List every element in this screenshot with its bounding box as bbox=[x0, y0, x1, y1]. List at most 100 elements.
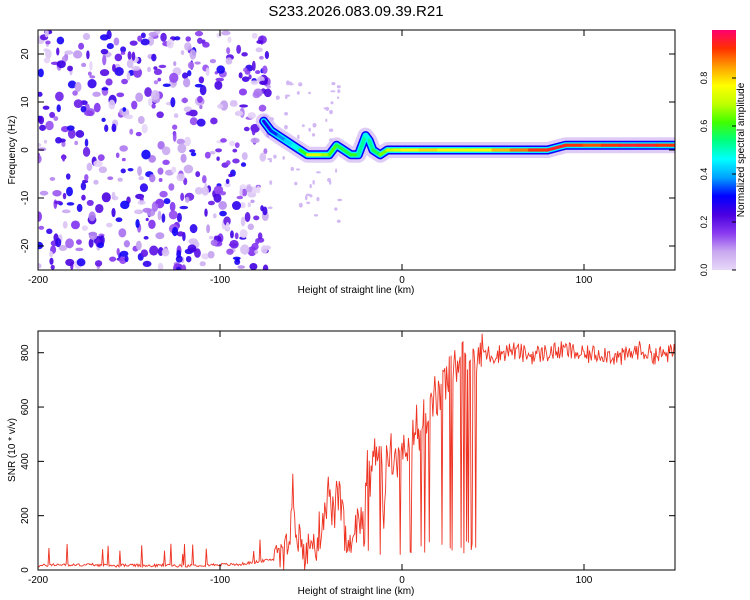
heatmap-noise-cell bbox=[38, 241, 44, 250]
heatmap-noise-cell bbox=[86, 50, 90, 60]
heatmap-noise-cell bbox=[151, 103, 156, 109]
heatmap-noise-cell bbox=[58, 245, 68, 251]
heatmap-noise-cell bbox=[72, 90, 78, 96]
heatmap-noise-cell bbox=[75, 247, 84, 252]
snr-line bbox=[38, 333, 675, 570]
heatmap-noise-cell bbox=[65, 173, 71, 180]
heatmap-noise-cell bbox=[168, 210, 178, 220]
heatmap-noise-cell bbox=[255, 238, 260, 245]
heatmap-noise-cell bbox=[266, 84, 271, 89]
heatmap-noise-cell bbox=[195, 171, 201, 178]
heatmap-noise-cell bbox=[183, 106, 192, 113]
heatmap-noise-cell bbox=[189, 223, 198, 234]
heatmap-noise-cell bbox=[225, 160, 231, 166]
heatmap-noise-cell bbox=[335, 168, 338, 173]
heatmap-noise-cell bbox=[45, 40, 51, 45]
heatmap-noise-cell bbox=[239, 104, 249, 108]
heatmap-noise-cell bbox=[147, 66, 151, 73]
heatmap-noise-cell bbox=[66, 202, 75, 206]
heatmap-noise-cell bbox=[255, 47, 263, 53]
heatmap-noise-cell bbox=[304, 195, 308, 201]
heatmap-noise-cell bbox=[172, 124, 178, 130]
snr-series bbox=[38, 333, 675, 570]
heatmap-noise-cell bbox=[263, 88, 272, 98]
heatmap-noise-cell bbox=[237, 265, 246, 269]
heatmap-noise-cell bbox=[38, 147, 47, 152]
heatmap-noise-cell bbox=[144, 87, 152, 98]
heatmap-noise-cell bbox=[184, 196, 190, 203]
heatmap-noise-cell bbox=[109, 256, 117, 262]
heatmap-noise-cell bbox=[106, 43, 114, 50]
heatmap-noise-cell bbox=[131, 51, 136, 61]
heatmap-noise-cell bbox=[120, 168, 126, 174]
heatmap-noise-cell bbox=[238, 72, 243, 79]
heatmap-noise-cell bbox=[184, 136, 191, 147]
heatmap-noise-cell bbox=[171, 226, 179, 237]
heatmap-noise-cell bbox=[240, 244, 250, 255]
heatmap-noise-cell bbox=[87, 79, 97, 89]
heatmap-noise-cell bbox=[131, 65, 141, 71]
heatmap-noise-cell bbox=[173, 61, 177, 67]
heatmap-noise-cell bbox=[111, 191, 116, 200]
heatmap-noise-cell bbox=[169, 72, 179, 83]
heatmap-noise-cell bbox=[180, 50, 185, 56]
colorbar-gradient bbox=[712, 30, 736, 270]
heatmap-noise-cell bbox=[311, 133, 316, 137]
heatmap-noise-cell bbox=[145, 217, 149, 222]
heatmap-noise-cell bbox=[205, 67, 210, 77]
heatmap-noise-cell bbox=[331, 81, 336, 86]
heatmap-noise-cell bbox=[187, 70, 192, 77]
heatmap-noise-cell bbox=[88, 238, 94, 248]
heatmap-noise-cell bbox=[76, 258, 86, 267]
heatmap-noise-cell bbox=[163, 198, 171, 205]
heatmap-noise-cell bbox=[113, 37, 120, 46]
heatmap-noise-cell bbox=[308, 91, 311, 95]
heatmap-noise-cell bbox=[336, 219, 341, 223]
heatmap-noise-cell bbox=[106, 222, 113, 228]
heatmap-noise-cell bbox=[86, 162, 93, 172]
heatmap-noise-cell bbox=[61, 154, 66, 162]
heatmap-noise-cell bbox=[151, 53, 157, 62]
spectrogram-xlabel: Height of straight line (km) bbox=[298, 285, 415, 296]
snr-xtick-label: -200 bbox=[28, 575, 48, 586]
heatmap-noise-cell bbox=[125, 114, 134, 120]
heatmap-noise-cell bbox=[56, 36, 65, 45]
heatmap-noise-cell bbox=[201, 175, 207, 184]
heatmap-noise-cell bbox=[159, 190, 168, 198]
colorbar-label: Normalized spectral amplitude bbox=[736, 82, 747, 217]
heatmap-noise-cell bbox=[316, 197, 320, 202]
heatmap-noise-cell bbox=[54, 200, 63, 205]
heatmap-noise-cell bbox=[264, 51, 270, 60]
heatmap-noise-cell bbox=[148, 219, 156, 230]
heatmap-noise-cell bbox=[194, 83, 203, 88]
colorbar-tick-label: 0.0 bbox=[699, 264, 709, 277]
spectrogram-ytick-label: 10 bbox=[20, 96, 31, 108]
heatmap-noise-cell bbox=[297, 134, 300, 139]
heatmap-noise-cell bbox=[337, 89, 341, 94]
heatmap-noise-cell bbox=[194, 30, 204, 37]
heatmap-noise-cell bbox=[38, 91, 43, 97]
heatmap-noise-cell bbox=[56, 47, 60, 56]
heatmap-noise-cell bbox=[296, 91, 300, 95]
heatmap-noise-cell bbox=[176, 231, 185, 237]
heatmap-noise-cell bbox=[140, 38, 150, 46]
heatmap-noise-cell bbox=[250, 137, 260, 144]
heatmap-noise-cell bbox=[101, 192, 111, 203]
heatmap-noise-cell bbox=[231, 200, 242, 211]
heatmap-noise-cell bbox=[215, 148, 222, 153]
heatmap-noise-cell bbox=[312, 180, 315, 185]
heatmap-noise-cell bbox=[135, 219, 140, 229]
heatmap-noise-cell bbox=[66, 186, 73, 197]
heatmap-noise-cell bbox=[114, 66, 124, 77]
heatmap-noise-cell bbox=[122, 107, 127, 112]
heatmap-noise-cell bbox=[38, 225, 45, 230]
heatmap-noise-cell bbox=[258, 104, 267, 112]
heatmap-noise-cell bbox=[247, 246, 257, 257]
heatmap-noise-cell bbox=[149, 245, 159, 256]
heatmap-noise-cell bbox=[45, 120, 54, 131]
heatmap-noise-cell bbox=[232, 158, 240, 164]
heatmap-noise-cell bbox=[153, 80, 159, 85]
colorbar-tick-label: 0.2 bbox=[699, 216, 709, 229]
heatmap-noise-cell bbox=[148, 97, 153, 107]
heatmap-noise-cell bbox=[228, 173, 233, 178]
